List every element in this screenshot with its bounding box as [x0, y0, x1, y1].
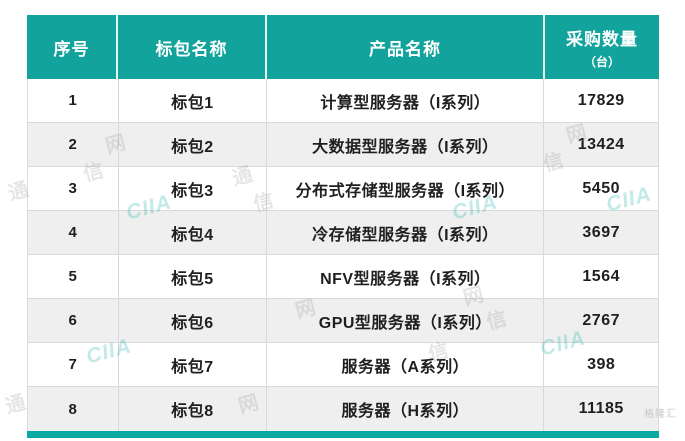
- quantity-cell: 2767: [582, 311, 620, 329]
- column-header-label: 序号: [53, 39, 90, 59]
- package-cell: 标包5: [119, 255, 268, 298]
- serial-cell: 1: [28, 79, 119, 122]
- table-bottom-accent-bar: [27, 431, 659, 438]
- column-header-1: 标包名称: [118, 15, 267, 79]
- column-header-sublabel: （台）: [583, 54, 620, 69]
- table-row: 4 标包4 冷存储型服务器（I系列） 3697: [28, 211, 658, 255]
- procurement-table: 序号 标包名称 产品名称 采购数量 （台） 1 标包1 计算型服务器（I系列） 17829 2 标…: [27, 15, 659, 438]
- product-cell: GPU型服务器（I系列）: [267, 299, 545, 342]
- quantity-cell: 1564: [582, 267, 620, 285]
- gray-watermark-char: 通: [3, 391, 29, 419]
- quantity-cell: 3697: [582, 223, 620, 241]
- table-row: 6 标包6 GPU型服务器（I系列） 2767: [28, 299, 658, 343]
- quantity-cell: 13424: [577, 135, 625, 153]
- quantity-cell: 5450: [582, 179, 620, 197]
- package-cell: 标包1: [119, 79, 268, 122]
- product-cell: 冷存储型服务器（I系列）: [267, 211, 545, 254]
- table-row: 7 标包7 服务器（A系列） 398: [28, 343, 658, 387]
- column-header-label: 产品名称: [369, 39, 441, 59]
- product-cell: 大数据型服务器（I系列）: [267, 123, 545, 166]
- column-header-3: 采购数量 （台）: [545, 15, 659, 79]
- serial-cell: 6: [28, 299, 119, 342]
- package-cell: 标包2: [119, 123, 268, 166]
- product-cell: 服务器（H系列）: [267, 387, 545, 431]
- package-cell: 标包6: [119, 299, 268, 342]
- package-cell: 标包7: [119, 343, 268, 386]
- serial-cell: 3: [28, 167, 119, 210]
- product-cell: 计算型服务器（I系列）: [267, 79, 545, 122]
- table-row: 1 标包1 计算型服务器（I系列） 17829: [28, 79, 658, 123]
- serial-cell: 5: [28, 255, 119, 298]
- serial-cell: 8: [28, 387, 119, 431]
- quantity-cell: 11185: [578, 400, 624, 417]
- column-header-label: 标包名称: [155, 39, 228, 59]
- table-body: 1 标包1 计算型服务器（I系列） 17829 2 标包2 大数据型服务器（I系列） 1342…: [27, 79, 659, 431]
- product-cell: NFV型服务器（I系列）: [267, 255, 545, 298]
- table-row: 8 标包8 服务器（H系列） 11185: [28, 387, 658, 431]
- table-row: 2 标包2 大数据型服务器（I系列） 13424: [28, 123, 658, 167]
- column-header-label: 采购数量: [566, 29, 638, 49]
- serial-cell: 7: [28, 343, 119, 386]
- table-row: 3 标包3 分布式存储型服务器（I系列） 5450: [28, 167, 658, 211]
- column-header-2: 产品名称: [267, 15, 545, 79]
- package-cell: 标包8: [119, 387, 268, 431]
- table-row: 5 标包5 NFV型服务器（I系列） 1564: [28, 255, 658, 299]
- product-cell: 分布式存储型服务器（I系列）: [267, 167, 545, 210]
- column-header-0: 序号: [27, 15, 118, 79]
- quantity-cell: 398: [587, 355, 616, 373]
- product-cell: 服务器（A系列）: [267, 343, 545, 386]
- serial-cell: 2: [28, 123, 119, 166]
- package-cell: 标包3: [119, 167, 268, 210]
- serial-cell: 4: [28, 211, 119, 254]
- quantity-cell: 17829: [577, 91, 625, 109]
- package-cell: 标包4: [119, 211, 268, 254]
- table-header-row: 序号 标包名称 产品名称 采购数量 （台）: [27, 15, 659, 79]
- press-watermark-logo: 格隆汇: [644, 409, 677, 420]
